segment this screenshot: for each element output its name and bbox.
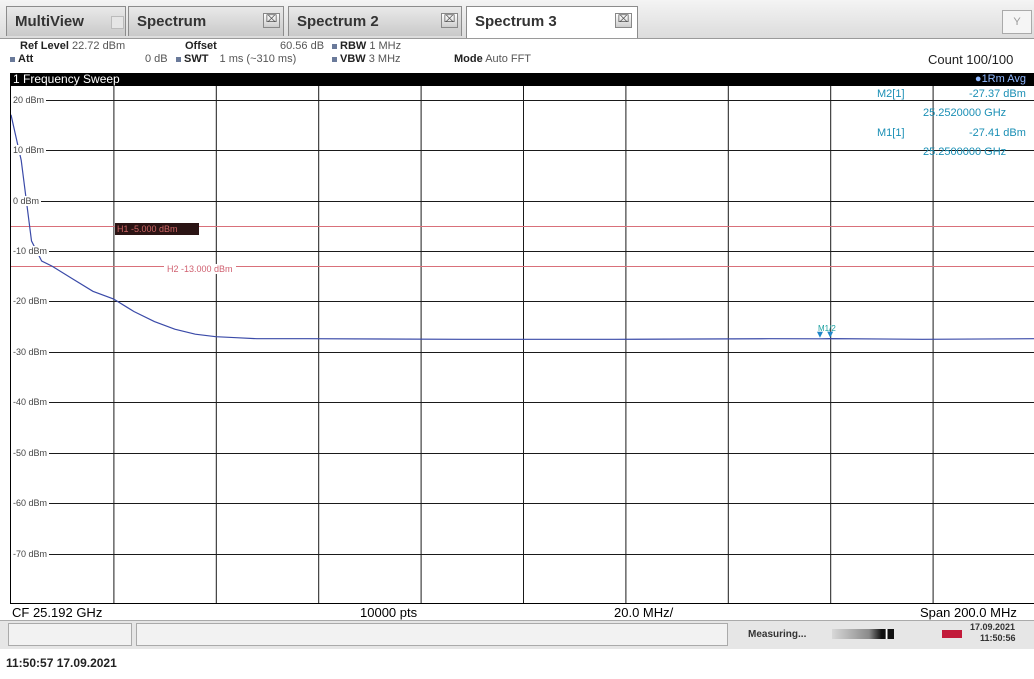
coupling-icon <box>176 56 181 62</box>
close-icon[interactable]: ⌧ <box>441 13 458 28</box>
tab-spectrum[interactable]: Spectrum ⌧ <box>128 6 284 36</box>
screenshot-timestamp: 11:50:57 17.09.2021 <box>6 656 117 670</box>
spectrum-plot[interactable]: 20 dBm 10 dBm 0 dBm -10 dBm -20 dBm -30 dBm -4… <box>10 86 1034 604</box>
mode-label: Mode <box>454 53 483 65</box>
h2-label: H2 -13.000 dBm <box>164 264 236 274</box>
marker-m2 <box>827 331 834 338</box>
vbw-label: VBW <box>340 53 366 65</box>
ref-level-value: 22.72 dBm <box>71 40 126 52</box>
span: Span 200.0 MHz <box>920 605 1017 620</box>
swt: SWT 1 ms (~310 ms) <box>176 53 296 65</box>
vbw-value: 3 MHz <box>368 53 401 65</box>
frequency-per-division: 20.0 MHz/ <box>614 605 674 620</box>
status-bar: Measuring... 17.09.2021 11:50:56 <box>0 620 1034 649</box>
plot-marker-label: M1/2 <box>818 324 836 333</box>
grid <box>11 86 1034 604</box>
progress-bar <box>832 629 894 639</box>
mode-value: Auto FFT <box>485 53 532 65</box>
m1-label: M1[1] <box>877 127 905 139</box>
y-tick-label: -10 dBm <box>11 245 50 256</box>
measuring-status: Measuring... <box>748 629 807 640</box>
marker-m1 <box>816 331 823 338</box>
trace-group <box>11 114 1034 340</box>
y-tick-label: 20 dBm <box>11 94 47 105</box>
close-icon[interactable]: ⌧ <box>263 13 280 28</box>
swt-label: SWT <box>184 53 209 65</box>
offset-label: Offset <box>185 40 217 52</box>
swt-value: 1 ms (~310 ms) <box>219 53 297 65</box>
status-field-1 <box>8 623 132 646</box>
coupling-icon <box>10 56 15 62</box>
rbw-label: RBW <box>340 40 367 52</box>
rbw: RBW 1 MHz <box>332 40 401 52</box>
coupling-icon <box>332 43 337 49</box>
mode: Mode Auto FFT <box>454 53 531 65</box>
sweep-title: 1 Frequency Sweep <box>13 72 120 86</box>
rbw-value: 1 MHz <box>369 40 402 52</box>
status-date: 17.09.2021 <box>970 622 1016 632</box>
att-value: 0 dB <box>145 53 168 65</box>
offset-value: 60.56 dB <box>280 40 325 52</box>
y-tick-label: -70 dBm <box>11 548 50 559</box>
filter-icon[interactable]: Y <box>1002 10 1032 34</box>
att: Att <box>10 53 33 65</box>
trace-1-line <box>11 114 1034 340</box>
tab-label: Spectrum 2 <box>297 13 379 30</box>
tab-spectrum-3[interactable]: Spectrum 3 ⌧ <box>466 6 638 38</box>
y-tick-label: 10 dBm <box>11 144 47 155</box>
vbw: VBW 3 MHz <box>332 53 401 65</box>
y-tick-label: -40 dBm <box>11 396 50 407</box>
sweep-title-bar: 1 Frequency Sweep ●1Rm Avg <box>10 72 1034 86</box>
m2-frequency: 25.2520000 GHz <box>923 107 1007 119</box>
y-tick-label: -50 dBm <box>11 447 50 458</box>
coupling-icon <box>332 56 337 62</box>
tab-spectrum-2[interactable]: Spectrum 2 ⌧ <box>288 6 462 36</box>
ref-level-label: Ref Level <box>20 40 69 52</box>
spectrum-chart <box>11 86 1034 604</box>
plot-footer: CF 25.192 GHz 10000 pts 20.0 MHz/ Span 2… <box>10 603 1034 621</box>
m1-level: -27.41 dBm <box>969 127 1026 139</box>
tab-label: MultiView <box>15 13 84 30</box>
status-field-2 <box>136 623 728 646</box>
tab-label: Spectrum <box>137 13 207 30</box>
ref-level: Ref Level 22.72 dBm <box>20 40 125 52</box>
marker-group <box>816 331 834 338</box>
close-icon[interactable]: ⌧ <box>615 13 632 28</box>
y-tick-label: -20 dBm <box>11 295 50 306</box>
multiview-icon <box>111 16 124 29</box>
y-tick-label: 0 dBm <box>11 195 42 206</box>
error-flag-icon <box>942 630 962 638</box>
y-tick-label: -30 dBm <box>11 346 50 357</box>
att-label: Att <box>18 53 34 65</box>
tab-multiview[interactable]: MultiView <box>6 6 126 36</box>
sweep-points: 10000 pts <box>360 605 418 620</box>
m2-label: M2[1] <box>877 88 905 100</box>
count: Count 100/100 <box>928 52 1014 67</box>
tab-bar: MultiView Spectrum ⌧ Spectrum 2 ⌧ Spectr… <box>0 0 1034 39</box>
offset: Offset <box>185 40 217 52</box>
h1-label: H1 -5.000 dBm <box>115 223 199 235</box>
trace-indicator: ●1Rm Avg <box>974 73 1026 85</box>
center-frequency: CF 25.192 GHz <box>12 605 103 620</box>
status-time: 11:50:56 <box>980 633 1016 643</box>
m1-frequency: 25.2500000 GHz <box>923 146 1007 158</box>
tab-label: Spectrum 3 <box>475 13 557 30</box>
y-tick-label: -60 dBm <box>11 497 50 508</box>
m2-level: -27.37 dBm <box>969 88 1026 100</box>
